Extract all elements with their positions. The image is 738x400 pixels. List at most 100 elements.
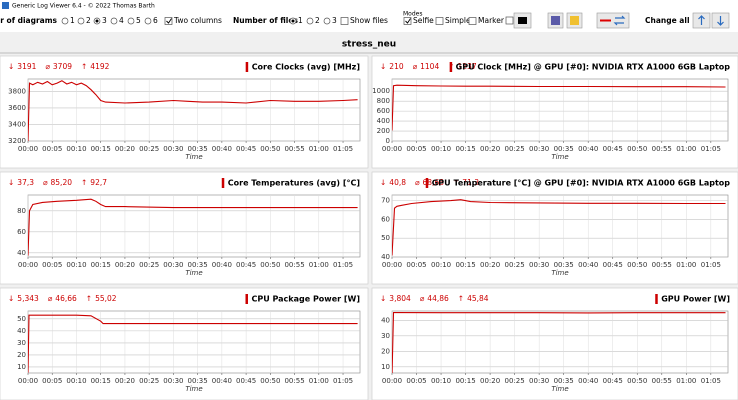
radio-dot xyxy=(95,19,99,23)
stat-value: 92,7 xyxy=(90,178,107,187)
y-tick-label: 1000 xyxy=(372,87,390,95)
camera-icon xyxy=(518,17,527,24)
radio-label: 2 xyxy=(86,16,91,25)
x-tick-label: 00:30 xyxy=(163,261,183,269)
chart-title: Core Clocks (avg) [MHz] xyxy=(252,63,360,72)
x-tick-label: 00:50 xyxy=(627,377,647,385)
x-tick-label: 00:55 xyxy=(652,261,672,269)
x-tick-label: 00:05 xyxy=(406,377,426,385)
stat-value: 68,63 xyxy=(423,178,445,187)
y-tick-label: 10 xyxy=(381,363,390,371)
stat-value: 3709 xyxy=(53,62,72,71)
color-button[interactable] xyxy=(596,12,630,29)
stats: ↓ 5,343 ⌀ 46,66 ↑ 55,02 xyxy=(8,294,117,303)
x-tick-label: 00:05 xyxy=(42,261,62,269)
x-tick-label: 00:25 xyxy=(139,145,159,153)
window-title: Generic Log Viewer 6.4 - © 2022 Thomas B… xyxy=(12,3,155,10)
stat-value: 37,3 xyxy=(17,178,34,187)
x-tick-label: 00:40 xyxy=(578,261,598,269)
stats: ↓ 37,3 ⌀ 85,20 ↑ 92,7 xyxy=(8,178,107,187)
stat-symbol: ↑ xyxy=(81,62,87,71)
radio[interactable] xyxy=(144,17,152,25)
x-axis-label: Time xyxy=(185,385,202,393)
y-tick-label: 80 xyxy=(17,207,26,215)
title-marker xyxy=(221,178,225,188)
app-icon xyxy=(2,2,9,9)
y-tick-label: 70 xyxy=(381,197,390,205)
checkbox[interactable] xyxy=(468,17,477,25)
radio[interactable] xyxy=(306,17,314,25)
stat-symbol: ⌀ xyxy=(413,62,418,71)
checkbox-label: Two columns xyxy=(173,16,222,25)
data-line xyxy=(392,84,726,131)
radio-label: 4 xyxy=(119,16,124,25)
x-tick-label: 00:50 xyxy=(260,145,280,153)
x-tick-label: 01:00 xyxy=(309,145,329,153)
y-tick-label: 3400 xyxy=(8,120,26,128)
x-tick-label: 00:35 xyxy=(554,261,574,269)
stats: ↓ 3,804 ⌀ 44,86 ↑ 45,84 xyxy=(380,294,489,303)
stat-symbol: ↓ xyxy=(8,178,14,187)
down-icon xyxy=(717,16,724,26)
x-tick-label: 00:40 xyxy=(212,145,232,153)
x-tick-label: 01:05 xyxy=(701,145,721,153)
x-tick-label: 00:15 xyxy=(91,145,111,153)
x-tick-label: 00:40 xyxy=(212,377,232,385)
x-tick-label: 00:05 xyxy=(42,377,62,385)
x-tick-label: 00:30 xyxy=(163,145,183,153)
checkbox[interactable] xyxy=(505,16,514,25)
x-tick-label: 00:35 xyxy=(188,261,208,269)
radio[interactable] xyxy=(110,17,118,25)
x-tick-label: 00:20 xyxy=(480,145,500,153)
radio[interactable] xyxy=(323,17,331,25)
checkbox[interactable] xyxy=(164,17,173,25)
checkbox[interactable] xyxy=(340,17,349,25)
checkbox[interactable] xyxy=(435,17,444,25)
title-marker xyxy=(425,178,429,188)
plot-area xyxy=(27,194,361,258)
file-title: stress_neu xyxy=(342,40,396,50)
x-tick-label: 01:05 xyxy=(333,145,353,153)
y-tick-label: 600 xyxy=(377,107,390,115)
x-tick-label: 00:00 xyxy=(18,145,38,153)
up-icon xyxy=(698,15,705,25)
y-tick-label: 800 xyxy=(377,97,390,105)
x-tick-label: 00:30 xyxy=(529,261,549,269)
x-tick-label: 00:35 xyxy=(554,377,574,385)
stat-value: 4192 xyxy=(90,62,109,71)
x-tick-label: 00:00 xyxy=(18,261,38,269)
checkbox[interactable] xyxy=(403,17,412,25)
x-tick-label: 00:10 xyxy=(66,145,86,153)
radio[interactable] xyxy=(127,17,135,25)
x-tick-label: 00:40 xyxy=(212,261,232,269)
x-tick-label: 01:00 xyxy=(309,261,329,269)
x-tick-label: 00:15 xyxy=(455,145,475,153)
y-tick-label: 60 xyxy=(381,215,390,223)
stat-value: 44,86 xyxy=(427,294,449,303)
x-tick-label: 01:05 xyxy=(333,261,353,269)
y-tick-label: 50 xyxy=(17,315,26,323)
stats: ↓ 3191 ⌀ 3709 ↑ 4192 xyxy=(8,62,110,71)
stat-value: 40,8 xyxy=(389,178,406,187)
x-tick-label: 00:00 xyxy=(382,261,402,269)
radio[interactable] xyxy=(77,17,85,25)
chart-title: GPU Power [W] xyxy=(661,295,730,304)
x-tick-label: 00:45 xyxy=(236,377,256,385)
radio-label: 3 xyxy=(102,16,107,25)
title-marker xyxy=(655,294,658,304)
y-tick-label: 40 xyxy=(381,253,390,261)
y-tick-label: 50 xyxy=(381,234,390,242)
stat-value: 46,66 xyxy=(55,294,77,303)
x-tick-label: 00:10 xyxy=(431,377,451,385)
x-tick-label: 01:00 xyxy=(309,377,329,385)
stat-symbol: ⌀ xyxy=(48,294,53,303)
stat-symbol: ↑ xyxy=(458,294,464,303)
radio[interactable] xyxy=(61,17,69,25)
y-tick-label: 60 xyxy=(17,228,26,236)
x-tick-label: 01:05 xyxy=(333,377,353,385)
y-tick-label: 20 xyxy=(17,351,26,359)
x-tick-label: 01:05 xyxy=(701,261,721,269)
folder-icon xyxy=(570,16,579,25)
radio-label: 6 xyxy=(153,16,158,25)
